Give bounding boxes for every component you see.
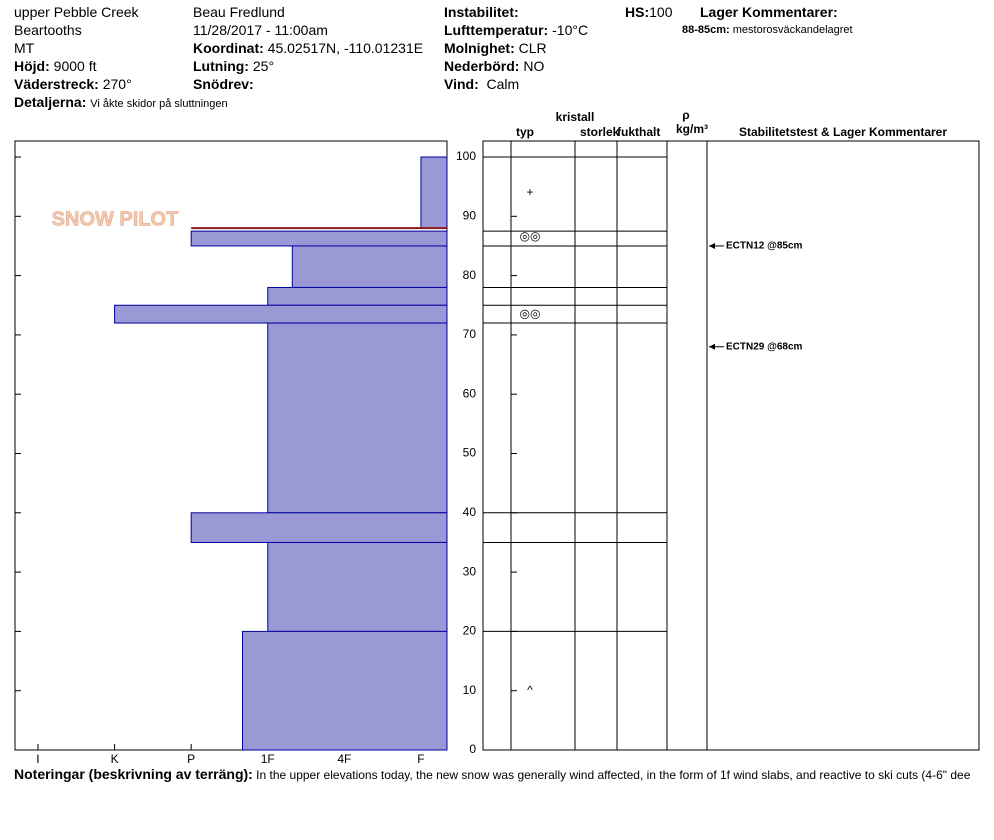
layer-bar xyxy=(291,245,448,288)
column-header: Stabilitetstest & Lager Kommentarer xyxy=(739,125,947,139)
label: Lager Kommentarer: xyxy=(700,4,838,20)
state: MT xyxy=(14,40,35,56)
value: -10°C xyxy=(552,22,589,38)
column-header: ρ xyxy=(682,108,689,122)
value: 9000 ft xyxy=(53,58,97,74)
label: Nederbörd: xyxy=(444,58,520,74)
x-tick-label: F xyxy=(417,752,424,766)
table-frame xyxy=(482,140,980,751)
y-tick-label: 100 xyxy=(456,149,476,163)
value: mestorosväckandelagret xyxy=(732,24,853,36)
layer-bar xyxy=(190,512,448,543)
field: Lufttemperatur: -10°C xyxy=(444,22,588,38)
notes: Noteringar (beskrivning av terräng): In … xyxy=(14,766,994,782)
y-tick-label: 40 xyxy=(463,505,477,519)
value: 270° xyxy=(102,76,132,92)
field: Nederbörd: NO xyxy=(444,58,544,74)
grain-symbol: + xyxy=(526,185,533,199)
label: Lutning: xyxy=(193,58,249,74)
test-label: ECTN12 @85cm xyxy=(726,241,803,252)
test-arrowhead xyxy=(709,343,715,350)
y-tick-label: 10 xyxy=(463,683,477,697)
observer: Beau Fredlund xyxy=(193,4,285,20)
value: Vi åkte skidor på sluttningen xyxy=(90,98,228,110)
column-header: kristall xyxy=(556,110,595,124)
label: Väderstreck: xyxy=(14,76,99,92)
label: Molnighet: xyxy=(444,40,515,56)
field: Molnighet: CLR xyxy=(444,40,547,56)
value: NO xyxy=(523,58,545,74)
field: HS:100 xyxy=(625,4,672,20)
grain-symbol: ^ xyxy=(527,683,533,697)
label: Lufttemperatur: xyxy=(444,22,549,38)
test-arrowhead xyxy=(709,242,715,249)
layer-bar xyxy=(267,541,448,632)
value: Calm xyxy=(486,76,520,92)
field: Detaljerna: Vi åkte skidor på sluttninge… xyxy=(14,94,228,110)
y-tick-label: 50 xyxy=(463,446,477,460)
column-header: fukthalt xyxy=(617,125,660,139)
layer-bar xyxy=(420,156,448,229)
layer-bar xyxy=(267,286,448,306)
layer-bar xyxy=(241,630,448,751)
y-tick-label: 20 xyxy=(463,624,477,638)
x-tick-label: I xyxy=(36,752,39,766)
field: Höjd: 9000 ft xyxy=(14,58,96,74)
x-tick-label: 4F xyxy=(337,752,351,766)
x-tick-label: P xyxy=(187,752,195,766)
value: 25° xyxy=(252,58,275,74)
column-header: storlek xyxy=(580,125,620,139)
label: Koordinat: xyxy=(193,40,264,56)
field: Koordinat: 45.02517N, -110.01231E xyxy=(193,40,423,56)
y-tick-label: 60 xyxy=(463,386,477,400)
value: 45.02517N, -110.01231E xyxy=(267,40,424,56)
y-tick-label: 70 xyxy=(463,327,477,341)
value: 100 xyxy=(649,4,673,20)
y-tick-label: 90 xyxy=(463,208,477,222)
notes-label: Noteringar (beskrivning av terräng): xyxy=(14,766,253,782)
test-label: ECTN29 @68cm xyxy=(726,341,803,352)
field: Lutning: 25° xyxy=(193,58,274,74)
label: Vind: xyxy=(444,76,479,92)
field: Väderstreck: 270° xyxy=(14,76,132,92)
notes-text: In the upper elevations today, the new s… xyxy=(256,768,971,782)
layer-bar xyxy=(114,304,448,324)
label: Detaljerna: xyxy=(14,94,87,110)
column-header: kg/m³ xyxy=(676,122,708,136)
label: HS: xyxy=(625,4,650,20)
range: Beartooths xyxy=(14,22,82,38)
layer-bar xyxy=(267,322,448,514)
x-tick-label: 1F xyxy=(261,752,275,766)
layer-bar xyxy=(190,230,448,247)
label: Höjd: xyxy=(14,58,50,74)
grain-symbol: ◎◎ xyxy=(520,229,541,243)
column-header: typ xyxy=(516,125,534,139)
value: CLR xyxy=(518,40,547,56)
location: upper Pebble Creek xyxy=(14,4,139,20)
label: Instabilitet: xyxy=(444,4,519,20)
label: 88-85cm: xyxy=(682,24,730,36)
x-tick-label: K xyxy=(111,752,119,766)
y-tick-label: 0 xyxy=(469,742,476,756)
field: Vind: Calm xyxy=(444,76,519,92)
grain-symbol: ◎◎ xyxy=(520,306,541,320)
y-tick-label: 80 xyxy=(463,268,477,282)
field: 88-85cm: mestorosväckandelagret xyxy=(682,24,853,36)
label: Snödrev: xyxy=(193,76,254,92)
logo: SNOW PILOT xyxy=(52,208,179,230)
datetime: 11/28/2017 - 11:00am xyxy=(193,22,328,38)
y-tick-label: 30 xyxy=(463,564,477,578)
